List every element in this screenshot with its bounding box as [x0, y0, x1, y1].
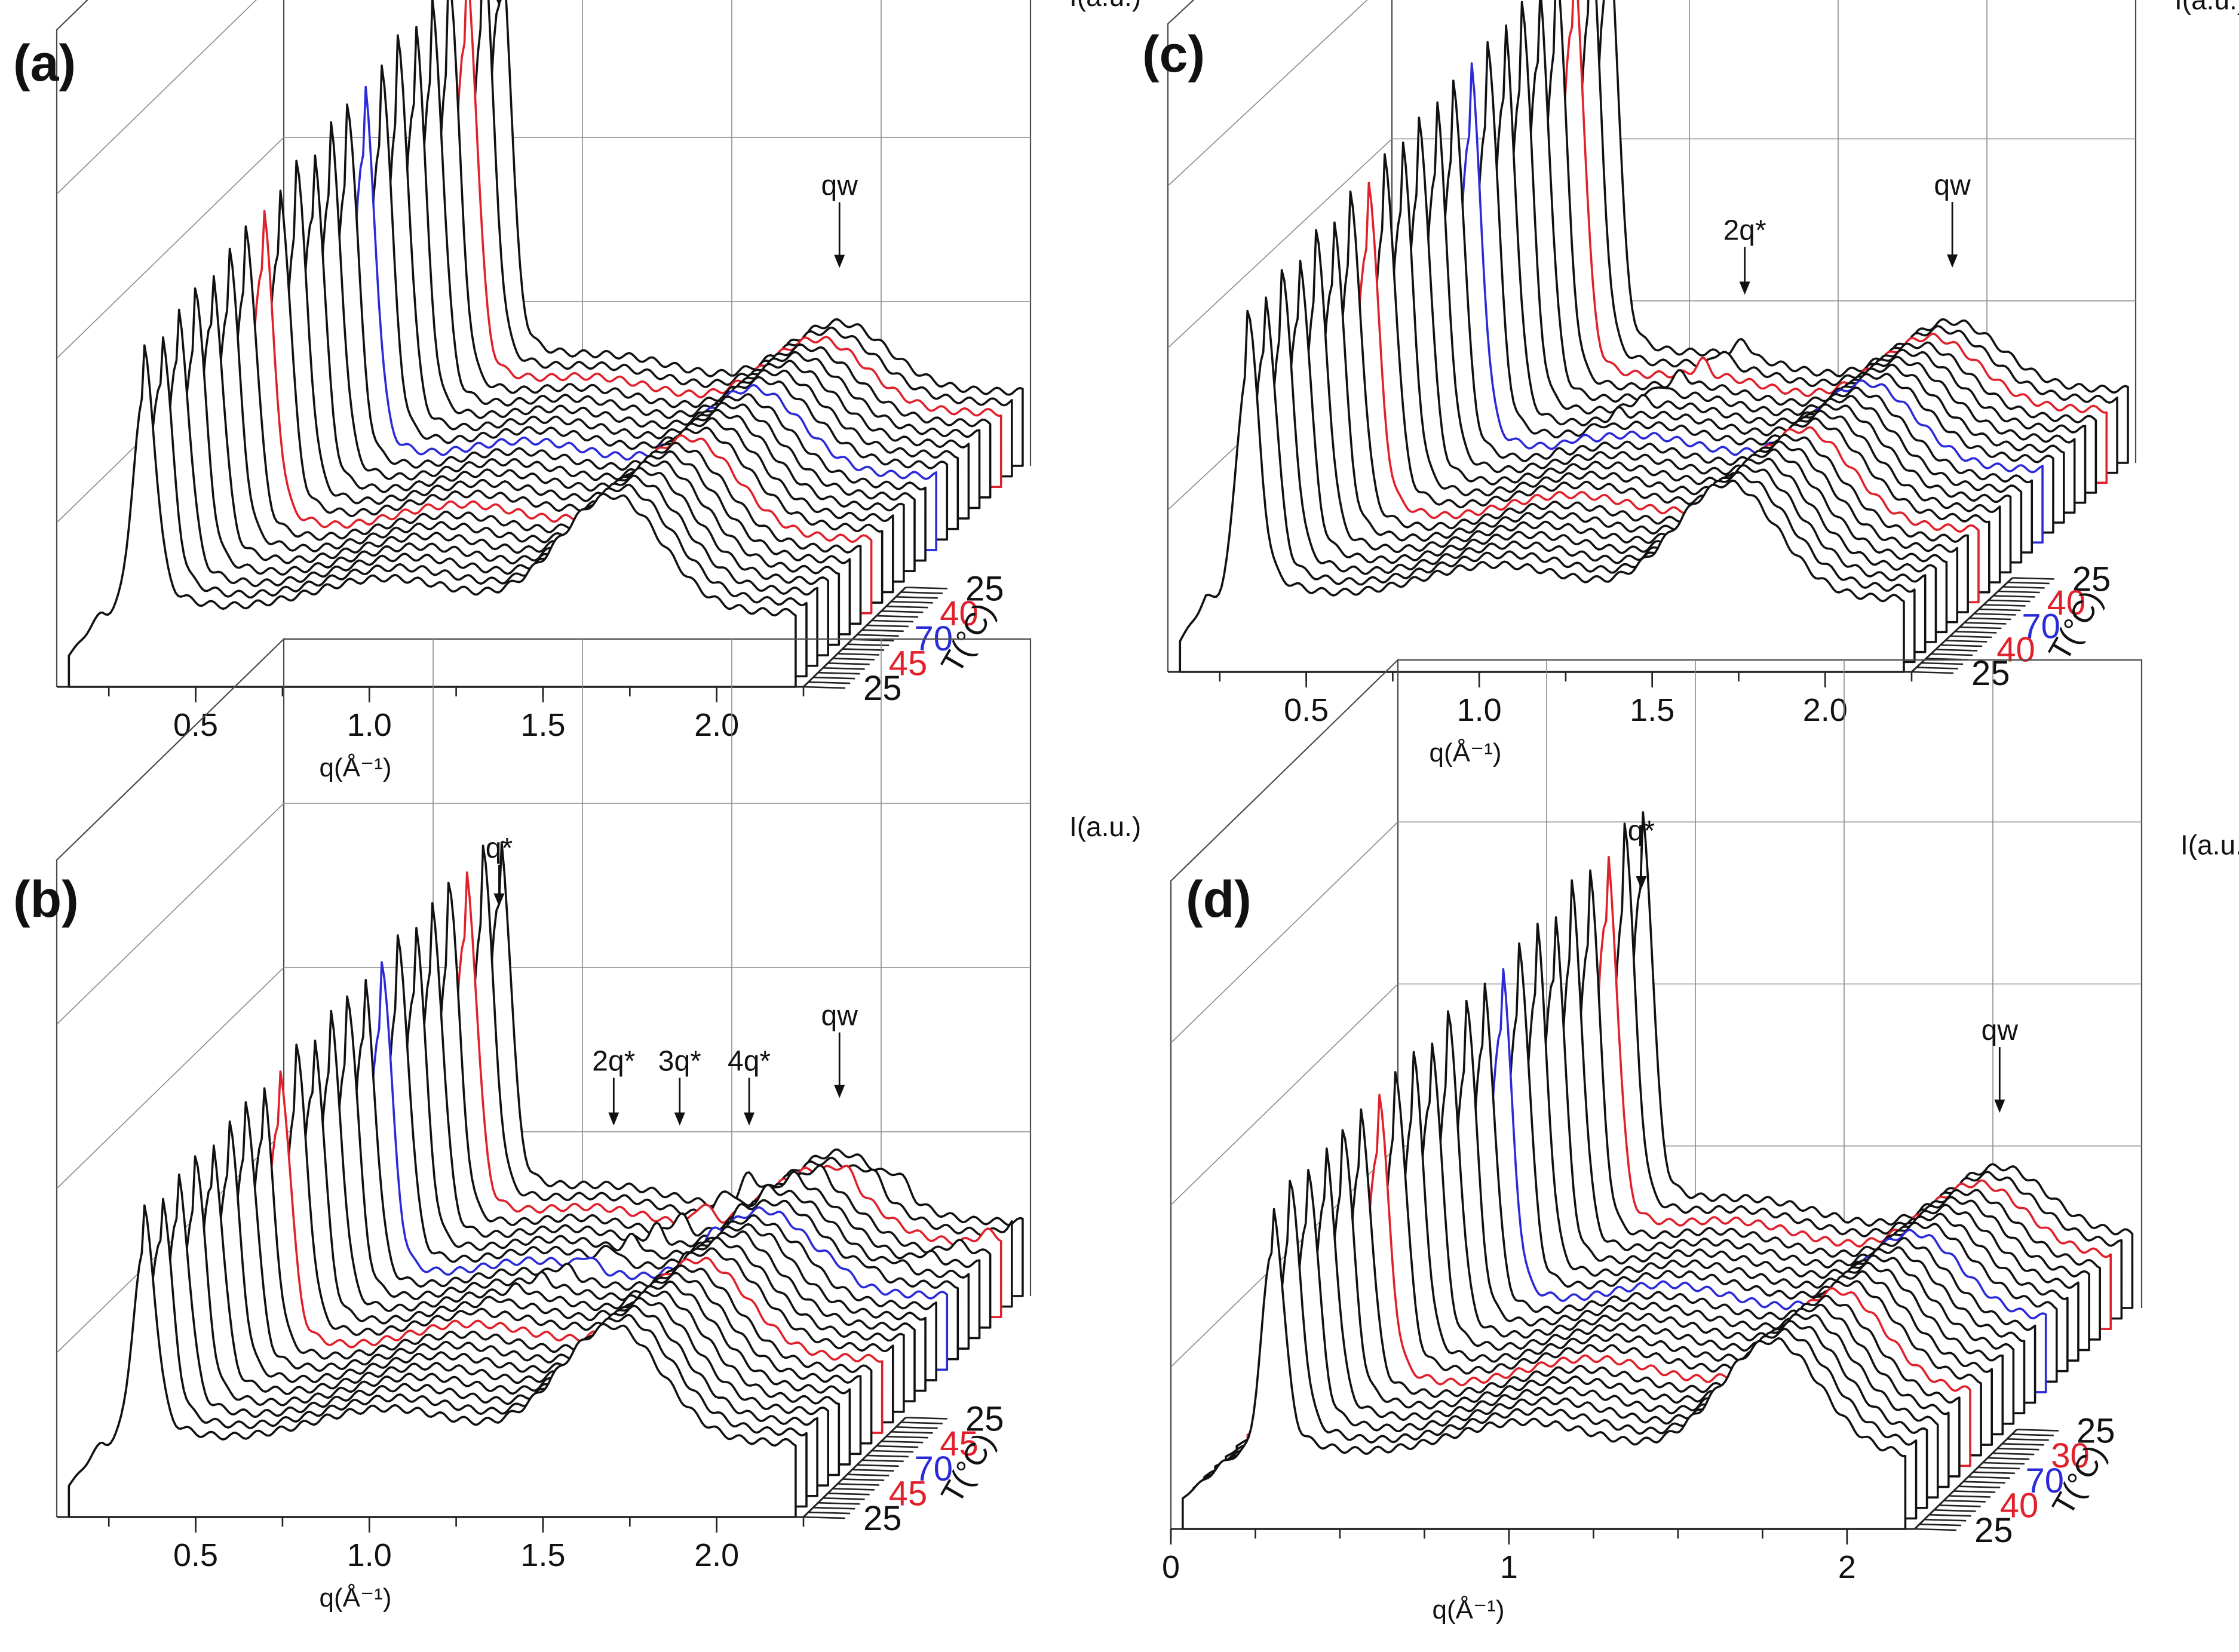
- intensity-label: I(a.u.): [1069, 811, 1141, 842]
- temp-label: 45: [940, 1424, 979, 1463]
- x-tick-label: 1.5: [1630, 692, 1674, 728]
- temp-label: 25: [2077, 1412, 2115, 1451]
- peak-label: qw: [821, 170, 858, 202]
- trace-1: [1182, 1208, 1907, 1530]
- temp-label: 30: [2051, 1436, 2090, 1475]
- trace-1: [68, 1204, 797, 1518]
- q-axis: 0 1 2 q(Å⁻¹): [1162, 1528, 1915, 1625]
- x-tick-label: 1.5: [520, 707, 565, 743]
- temp-label: 40: [1996, 631, 2035, 670]
- x-tick-label: 2.0: [694, 707, 739, 743]
- panel-c: 0.51.01.52.0q(Å⁻¹)2540704025T(°C)I(a.u.)…: [1142, 0, 2239, 767]
- q-axis: 0.5 1.0 1.5 2.0q(Å⁻¹): [57, 686, 805, 782]
- x-tick-label: 1.0: [347, 707, 392, 743]
- x-axis-title: q(Å⁻¹): [1430, 738, 1502, 767]
- trace-series: [68, 841, 1024, 1518]
- x-tick-label: 0: [1162, 1549, 1180, 1585]
- x-axis-title: q(Å⁻¹): [1433, 1595, 1505, 1625]
- x-tick-label: 2.0: [694, 1537, 739, 1573]
- x-tick-label: 1.0: [1457, 692, 1502, 728]
- trace-1: [1179, 309, 1905, 673]
- peak-label: 4q*: [728, 1046, 771, 1077]
- panel-label: (b): [13, 871, 79, 928]
- intensity-label: I(a.u.): [1069, 0, 1141, 12]
- trace-series: [68, 0, 1024, 688]
- q-axis: 0.5 1.0 1.5 2.0 q(Å⁻¹): [1168, 671, 1913, 767]
- peak-annotations: q* qw: [1628, 815, 2019, 1113]
- x-tick-label: 1.0: [347, 1537, 392, 1573]
- peak-label: q*: [486, 833, 513, 864]
- intensity-label: I(a.u.): [2174, 0, 2239, 16]
- panel-label: (d): [1186, 871, 1252, 928]
- temp-label: 25: [965, 1400, 1004, 1439]
- temp-label: 70: [2026, 1461, 2065, 1500]
- peak-annotations: q*qw: [496, 0, 858, 268]
- trace-series: [1182, 811, 2134, 1530]
- panel-label: (c): [1142, 26, 1205, 83]
- temp-label: 70: [2022, 607, 2060, 646]
- peak-label: q*: [1628, 815, 1655, 847]
- panel-label: (a): [13, 35, 76, 92]
- x-tick-label: 2: [1838, 1549, 1856, 1585]
- temp-label: 25: [863, 1499, 902, 1538]
- temp-label: 45: [889, 644, 928, 683]
- temp-label: 45: [889, 1474, 928, 1513]
- x-tick-label: 0.5: [1284, 692, 1329, 728]
- peak-label: qw: [821, 1000, 858, 1032]
- temp-label: 25: [863, 669, 902, 708]
- peak-annotations: q*2q*qw: [1723, 170, 1971, 295]
- trace-1: [68, 344, 797, 688]
- temp-label: 25: [1974, 1511, 2013, 1550]
- temp-label: 40: [940, 594, 979, 633]
- x-tick-label: 1: [1500, 1549, 1518, 1585]
- x-axis-title: q(Å⁻¹): [320, 753, 392, 782]
- peak-label: 3q*: [658, 1046, 701, 1077]
- x-tick-label: 1.5: [520, 1537, 565, 1573]
- temp-label: 25: [965, 570, 1004, 609]
- temp-label: 25: [2072, 560, 2111, 599]
- x-tick-label: 2.0: [1803, 692, 1848, 728]
- peak-label: qw: [1934, 170, 1971, 201]
- q-axis: 0.5 1.0 1.5 2.0 q(Å⁻¹): [57, 1516, 805, 1613]
- temp-label: 40: [2000, 1486, 2039, 1525]
- peak-annotations: q* 2q* 3q* 4q* qw: [486, 833, 858, 1126]
- trace-series: [1179, 0, 2129, 673]
- temp-label: 40: [2047, 584, 2086, 622]
- peak-label: qw: [1982, 1015, 2019, 1046]
- peak-label: 2q*: [592, 1046, 635, 1077]
- intensity-label: I(a.u.): [2180, 830, 2239, 861]
- x-axis-title: q(Å⁻¹): [320, 1583, 392, 1613]
- x-tick-label: 0.5: [173, 1537, 218, 1573]
- panel-a: 0.51.01.52.0q(Å⁻¹)2540704525T(°C)I(a.u.)…: [13, 0, 1141, 782]
- temp-label: 70: [915, 1450, 953, 1488]
- peak-label: 2q*: [1723, 214, 1766, 246]
